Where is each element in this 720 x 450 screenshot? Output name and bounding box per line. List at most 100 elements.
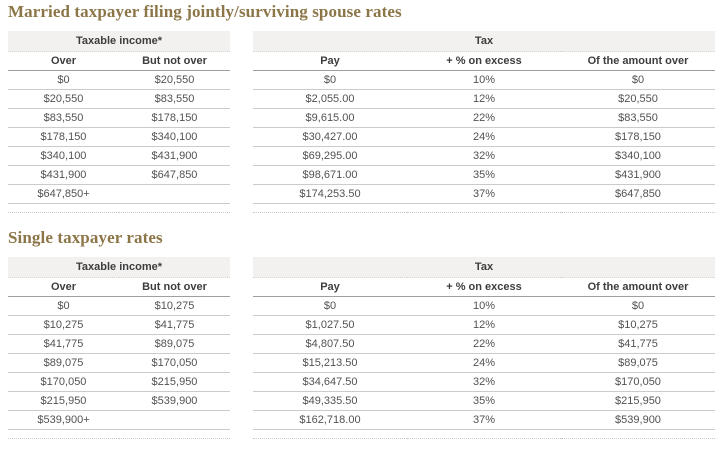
table-cell: $89,075 bbox=[561, 353, 715, 373]
table-cell: 35% bbox=[407, 165, 561, 185]
table-bottom-strip bbox=[8, 429, 230, 439]
table-row: $49,335.50 35% $215,950 bbox=[253, 391, 715, 411]
table-cell: 37% bbox=[407, 184, 561, 204]
table-cell: $49,335.50 bbox=[253, 391, 407, 411]
table-cell: $647,850 bbox=[119, 165, 230, 185]
table-cell: $20,550 bbox=[561, 89, 715, 109]
table-cell: $178,150 bbox=[561, 127, 715, 147]
table-cell: $4,807.50 bbox=[253, 334, 407, 354]
table-cell: $2,055.00 bbox=[253, 89, 407, 109]
table-cell: $178,150 bbox=[8, 127, 119, 147]
table-cell: 24% bbox=[407, 127, 561, 147]
table-cell: $10,275 bbox=[8, 315, 119, 335]
table-cell: $174,253.50 bbox=[253, 184, 407, 204]
table-group-header: Taxable income* bbox=[8, 31, 230, 52]
table-row: $30,427.00 24% $178,150 bbox=[253, 127, 715, 147]
table-group-row: Taxable income* bbox=[8, 257, 230, 278]
single-tax-table: Tax Pay + % on excess Of the amount over $0 1… bbox=[253, 257, 715, 439]
table-cell: $20,550 bbox=[119, 70, 230, 90]
table-cell: $83,550 bbox=[561, 108, 715, 128]
table-bottom-strip bbox=[253, 429, 715, 439]
column-header: But not over bbox=[119, 277, 230, 297]
table-cell: $41,775 bbox=[119, 315, 230, 335]
table-cell: $539,900+ bbox=[8, 410, 119, 430]
table-cell: $647,850 bbox=[561, 184, 715, 204]
table-row: $98,671.00 35% $431,900 bbox=[253, 165, 715, 185]
table-row: $0 $20,550 bbox=[8, 70, 230, 90]
column-header: Over bbox=[8, 277, 119, 297]
table-row: $539,900+ bbox=[8, 410, 230, 430]
table-cell: $431,900 bbox=[8, 165, 119, 185]
data-table: Taxable income* Over But not over $0 $20,550… bbox=[8, 31, 230, 213]
single-rates-tables: Taxable income* Over But not over $0 $10,275… bbox=[8, 257, 720, 439]
table-cell: 10% bbox=[407, 296, 561, 316]
table-cell: $431,900 bbox=[561, 165, 715, 185]
table-cell: $0 bbox=[561, 296, 715, 316]
table-cell: $539,900 bbox=[561, 410, 715, 430]
table-cell: $10,275 bbox=[119, 296, 230, 316]
table-cell: $15,213.50 bbox=[253, 353, 407, 373]
table-bottom-row bbox=[253, 203, 715, 213]
table-cell: $431,900 bbox=[119, 146, 230, 166]
married-rates-tables: Taxable income* Over But not over $0 $20,550… bbox=[8, 31, 720, 213]
table-cell: $0 bbox=[561, 70, 715, 90]
table-row: $15,213.50 24% $89,075 bbox=[253, 353, 715, 373]
table-cell: $0 bbox=[8, 70, 119, 90]
table-row: $10,275 $41,775 bbox=[8, 315, 230, 335]
table-cell: $340,100 bbox=[119, 127, 230, 147]
table-bottom-row bbox=[253, 429, 715, 439]
table-bottom-row bbox=[8, 429, 230, 439]
table-row: $20,550 $83,550 bbox=[8, 89, 230, 109]
table-cell: $20,550 bbox=[8, 89, 119, 109]
table-group-header: Tax bbox=[253, 257, 715, 278]
table-cell: 12% bbox=[407, 315, 561, 335]
table-row: $41,775 $89,075 bbox=[8, 334, 230, 354]
table-row: $34,647.50 32% $170,050 bbox=[253, 372, 715, 392]
table-group-row: Tax bbox=[253, 257, 715, 278]
table-cell: $1,027.50 bbox=[253, 315, 407, 335]
table-bottom-strip bbox=[8, 203, 230, 213]
table-cell: 10% bbox=[407, 70, 561, 90]
table-group-row: Tax bbox=[253, 31, 715, 52]
column-header: + % on excess bbox=[407, 51, 561, 71]
married-taxable-income-table: Taxable income* Over But not over $0 $20,550… bbox=[8, 31, 230, 213]
table-cell: $41,775 bbox=[8, 334, 119, 354]
table-row: $170,050 $215,950 bbox=[8, 372, 230, 392]
table-cell: $30,427.00 bbox=[253, 127, 407, 147]
table-row: $0 10% $0 bbox=[253, 70, 715, 90]
table-row: $340,100 $431,900 bbox=[8, 146, 230, 166]
table-row: $69,295.00 32% $340,100 bbox=[253, 146, 715, 166]
table-cell: $162,718.00 bbox=[253, 410, 407, 430]
table-cell: $0 bbox=[253, 70, 407, 90]
table-cell bbox=[119, 184, 230, 204]
table-row: $162,718.00 37% $539,900 bbox=[253, 410, 715, 430]
table-row: $9,615.00 22% $83,550 bbox=[253, 108, 715, 128]
column-header: + % on excess bbox=[407, 277, 561, 297]
table-cell: $9,615.00 bbox=[253, 108, 407, 128]
table-cell: 22% bbox=[407, 108, 561, 128]
table-cell: $0 bbox=[253, 296, 407, 316]
column-header: Of the amount over bbox=[561, 51, 715, 71]
table-group-header: Tax bbox=[253, 31, 715, 52]
table-row: $4,807.50 22% $41,775 bbox=[253, 334, 715, 354]
table-row: $0 $10,275 bbox=[8, 296, 230, 316]
data-table: Tax Pay + % on excess Of the amount over $0 1… bbox=[253, 257, 715, 439]
table-row: $83,550 $178,150 bbox=[8, 108, 230, 128]
table-cell: 12% bbox=[407, 89, 561, 109]
table-column-header-row: Over But not over bbox=[8, 51, 230, 71]
table-bottom-strip bbox=[253, 203, 715, 213]
table-cell: $170,050 bbox=[561, 372, 715, 392]
table-column-header-row: Over But not over bbox=[8, 277, 230, 297]
table-cell: $215,950 bbox=[8, 391, 119, 411]
table-cell: 22% bbox=[407, 334, 561, 354]
table-row: $1,027.50 12% $10,275 bbox=[253, 315, 715, 335]
table-cell: $10,275 bbox=[561, 315, 715, 335]
table-row: $0 10% $0 bbox=[253, 296, 715, 316]
table-cell: $539,900 bbox=[119, 391, 230, 411]
table-cell: $98,671.00 bbox=[253, 165, 407, 185]
table-cell: $340,100 bbox=[561, 146, 715, 166]
table-cell: $215,950 bbox=[119, 372, 230, 392]
table-cell bbox=[119, 410, 230, 430]
table-cell: $41,775 bbox=[561, 334, 715, 354]
table-group-row: Taxable income* bbox=[8, 31, 230, 52]
